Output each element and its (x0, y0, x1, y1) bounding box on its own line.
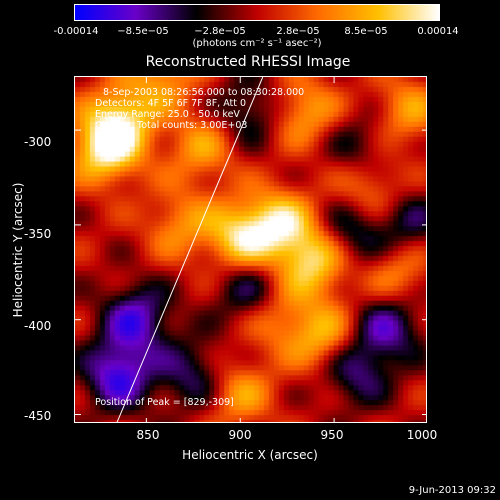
heatmap-image (75, 77, 426, 422)
colorbar-tick-label: 0.00014 (417, 26, 459, 37)
y-tick-label: -400 (24, 319, 52, 333)
colorbar-tick-label: −2.8e−05 (194, 26, 246, 37)
x-axis-label: Heliocentric X (arcsec) (182, 448, 318, 462)
plot-area: 8-Sep-2003 08:26:56.000 to 08:30:28.000 … (74, 76, 427, 423)
y-tick-label: -350 (24, 227, 52, 241)
info-counts: Clean Total counts: 3.00E+03 (95, 120, 248, 131)
plot-overlay (75, 77, 426, 422)
x-axis-ticks (145, 77, 335, 422)
x-tick-label: 950 (320, 428, 344, 442)
y-axis-ticks (75, 129, 426, 416)
peak-position-label: Position of Peak = [829,-309] (95, 397, 234, 408)
x-tick-label: 900 (228, 428, 252, 442)
info-time-range: 8-Sep-2003 08:26:56.000 to 08:30:28.000 (103, 87, 305, 98)
info-detectors: Detectors: 4F 5F 6F 7F 8F, Att 0 (95, 98, 247, 109)
colorbar (74, 4, 440, 21)
footer-date: 9-Jun-2013 09:32 (408, 485, 496, 496)
x-tick-label: 1000 (406, 428, 438, 442)
colorbar-tick-label: 8.5e−05 (344, 26, 388, 37)
colorbar-unit-label: (photons cm⁻² s⁻¹ asec⁻²) (192, 38, 322, 49)
colorbar-gradient (75, 5, 439, 20)
colorbar-tick-label: −8.5e−05 (117, 26, 169, 37)
y-tick-label: -450 (24, 409, 52, 423)
y-tick-label: -300 (24, 135, 52, 149)
chart-title: Reconstructed RHESSI Image (145, 54, 351, 70)
x-tick-label: 850 (136, 428, 160, 442)
solar-limb-line (116, 77, 264, 422)
y-axis-label: Heliocentric Y (arcsec) (11, 182, 25, 318)
info-energy-range: Energy Range: 25.0 - 50.0 keV (95, 109, 240, 120)
colorbar-tick-label: 2.8e−05 (276, 26, 320, 37)
colorbar-tick-label: -0.00014 (53, 26, 99, 37)
